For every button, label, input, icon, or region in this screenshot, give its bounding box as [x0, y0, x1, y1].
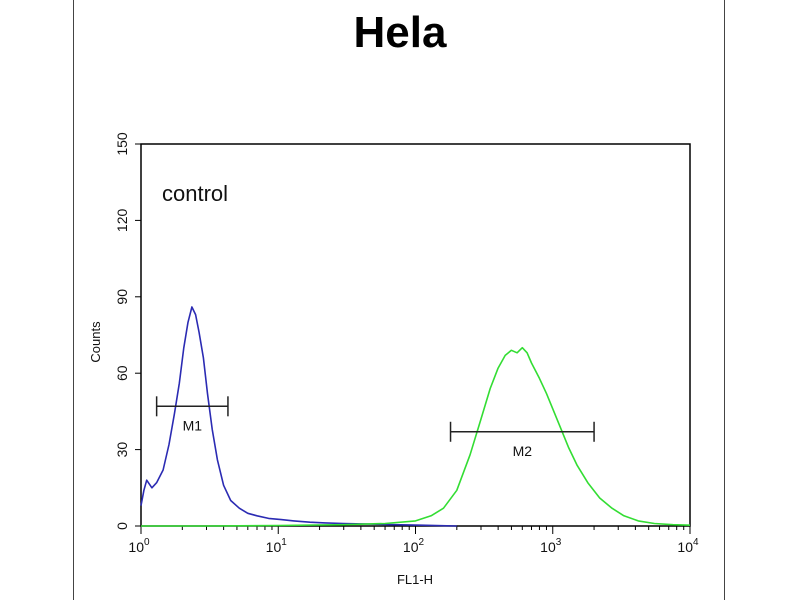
x-tick-exponent: 0	[144, 537, 150, 548]
x-tick-label: 104	[677, 537, 699, 555]
x-tick-label: 103	[540, 537, 562, 555]
y-tick-label: 0	[114, 522, 130, 530]
y-tick-label: 90	[114, 289, 130, 305]
marker-m1: M1	[155, 396, 229, 433]
y-axis-ticks: 0 30 60 90 120 150	[114, 132, 141, 530]
chart-title: Hela	[353, 8, 447, 57]
series-layer	[140, 306, 691, 527]
figure-frame	[73, 0, 725, 600]
x-axis-ticks: 100 101 102 103 104	[128, 526, 699, 555]
x-tick-label: 100	[128, 537, 150, 555]
x-tick-base: 10	[128, 539, 144, 555]
x-tick-label: 101	[266, 537, 288, 555]
x-axis-label: FL1-H	[397, 572, 433, 587]
x-tick-base: 10	[403, 539, 419, 555]
series-1-line	[140, 306, 457, 527]
y-axis-label: Counts	[88, 321, 103, 363]
marker-label: M1	[183, 417, 203, 433]
y-tick-label: 150	[114, 132, 130, 156]
y-tick-label: 60	[114, 365, 130, 381]
marker-layer: M1 M2	[155, 396, 595, 459]
series-2-line	[141, 346, 691, 527]
y-tick-label: 30	[114, 442, 130, 458]
x-tick-exponent: 1	[281, 537, 287, 548]
x-tick-exponent: 3	[556, 537, 562, 548]
control-annotation: control	[162, 181, 228, 206]
x-tick-exponent: 2	[419, 537, 425, 548]
marker-label: M2	[513, 443, 533, 459]
x-tick-label: 102	[403, 537, 425, 555]
marker-m2: M2	[449, 421, 595, 459]
x-tick-base: 10	[266, 539, 282, 555]
y-tick-label: 120	[114, 209, 130, 233]
x-tick-exponent: 4	[693, 537, 699, 548]
x-tick-base: 10	[540, 539, 556, 555]
x-tick-base: 10	[677, 539, 693, 555]
